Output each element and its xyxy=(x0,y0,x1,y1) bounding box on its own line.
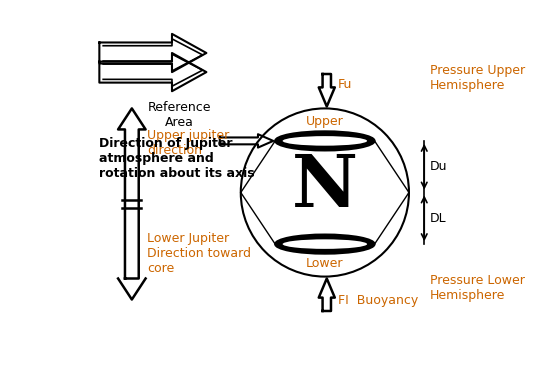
Text: Pressure Lower
Hemisphere: Pressure Lower Hemisphere xyxy=(430,274,525,302)
Text: Pressure Upper
Hemisphere: Pressure Upper Hemisphere xyxy=(430,64,525,92)
Text: FI  Buoyancy: FI Buoyancy xyxy=(338,294,418,307)
Text: Upper jupiter
direction: Upper jupiter direction xyxy=(147,129,229,157)
Text: Lower Jupiter
Direction toward
core: Lower Jupiter Direction toward core xyxy=(147,232,251,275)
Text: Fu: Fu xyxy=(338,78,353,91)
Text: DL: DL xyxy=(430,212,446,225)
Text: Upper: Upper xyxy=(306,114,344,127)
Text: N: N xyxy=(292,151,358,222)
Text: Du: Du xyxy=(430,160,448,173)
Text: Reference
Area: Reference Area xyxy=(148,101,211,129)
Ellipse shape xyxy=(275,131,374,151)
Text: Lower: Lower xyxy=(306,258,344,271)
Ellipse shape xyxy=(283,136,367,146)
Ellipse shape xyxy=(275,234,374,254)
Ellipse shape xyxy=(283,239,367,249)
Text: Direction of Jupiter
atmosphere and
rotation about its axis: Direction of Jupiter atmosphere and rota… xyxy=(99,137,255,179)
